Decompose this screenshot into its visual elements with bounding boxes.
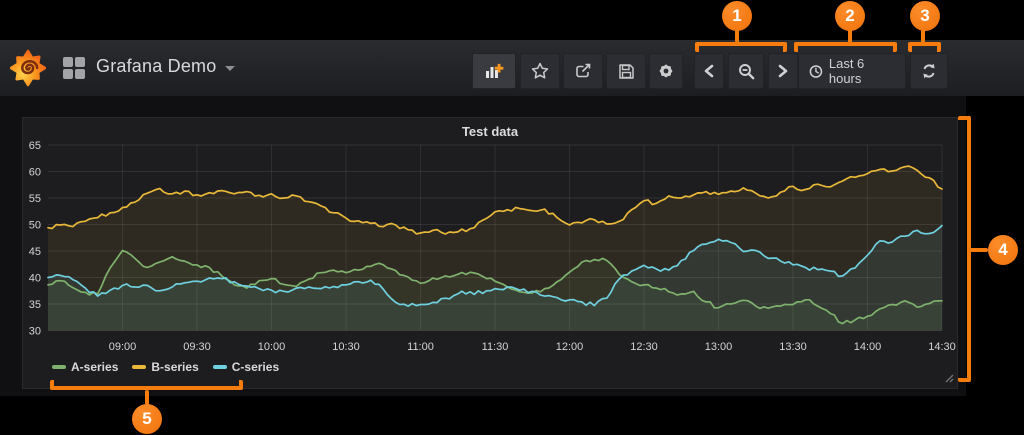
callout-1-badge: 1 <box>722 1 752 31</box>
refresh-button[interactable] <box>910 53 948 89</box>
clock-icon <box>809 64 823 78</box>
legend-item-c-series[interactable]: C-series <box>212 360 280 374</box>
svg-text:14:00: 14:00 <box>854 341 882 353</box>
callout-2-bracket <box>794 42 897 52</box>
share-icon <box>576 63 591 78</box>
svg-text:35: 35 <box>29 299 41 311</box>
refresh-icon <box>923 63 935 79</box>
svg-text:65: 65 <box>29 140 41 152</box>
svg-text:10:30: 10:30 <box>332 341 360 353</box>
callout-2-stem <box>848 29 852 43</box>
svg-text:14:30: 14:30 <box>928 341 956 353</box>
svg-text:13:00: 13:00 <box>705 341 733 353</box>
legend-item-a-series[interactable]: A-series <box>52 360 118 374</box>
callout-1-bracket <box>695 42 787 52</box>
time-forward-button[interactable] <box>768 53 798 89</box>
legend-color-swatch <box>132 365 147 369</box>
callout-3-stem <box>921 29 925 43</box>
svg-text:10:00: 10:00 <box>258 341 286 353</box>
star-icon <box>531 62 549 79</box>
settings-button[interactable] <box>649 53 683 89</box>
dashboard-title: Grafana Demo <box>96 56 217 76</box>
callout-2-badge: 2 <box>835 1 865 31</box>
add-panel-icon <box>486 63 504 78</box>
legend-label: B-series <box>151 360 199 374</box>
callout-4-stem <box>969 248 988 252</box>
callout-4-badge: 4 <box>988 235 1018 265</box>
add-panel-button[interactable] <box>472 53 516 89</box>
dashboard-title-dropdown[interactable]: Grafana Demo <box>96 56 236 77</box>
graph-panel: Test data 30 35 40 45 50 55 60 65 09:00 09:30 10:0… <box>22 117 958 389</box>
svg-text:60: 60 <box>29 167 41 179</box>
legend-item-b-series[interactable]: B-series <box>132 360 199 374</box>
svg-text:11:30: 11:30 <box>482 341 509 353</box>
svg-text:09:00: 09:00 <box>109 341 137 353</box>
svg-text:30: 30 <box>29 326 41 338</box>
dashboards-grid-icon[interactable] <box>63 57 85 79</box>
gear-icon <box>659 64 673 78</box>
time-picker-button[interactable]: Last 6 hours <box>798 53 906 89</box>
svg-text:13:30: 13:30 <box>779 341 807 353</box>
time-range-label: Last 6 hours <box>828 56 865 86</box>
svg-text:09:30: 09:30 <box>183 341 211 353</box>
callout-3-bracket <box>908 42 941 52</box>
chart-legend: A-series B-series C-series <box>52 360 279 374</box>
legend-color-swatch <box>52 365 66 369</box>
legend-color-swatch <box>212 365 227 369</box>
timeseries-plot[interactable]: 30 35 40 45 50 55 60 65 09:00 09:30 10:00 10:30 11:0… <box>23 118 957 388</box>
grafana-logo[interactable] <box>10 49 46 87</box>
svg-text:40: 40 <box>29 273 41 285</box>
time-back-button[interactable] <box>694 53 724 89</box>
chevron-right-icon <box>778 64 788 78</box>
svg-text:11:00: 11:00 <box>407 341 434 353</box>
svg-text:12:00: 12:00 <box>556 341 584 353</box>
chevron-left-icon <box>704 64 714 78</box>
zoom-out-button[interactable] <box>728 53 764 89</box>
share-button[interactable] <box>563 53 603 89</box>
callout-3-badge: 3 <box>910 1 940 31</box>
save-icon <box>618 63 634 79</box>
callout-5-bracket <box>50 380 243 390</box>
chevron-down-icon <box>225 65 236 71</box>
legend-label: C-series <box>231 360 280 374</box>
panel-title[interactable]: Test data <box>461 124 519 139</box>
callout-5-badge: 5 <box>132 404 162 434</box>
star-button[interactable] <box>520 53 560 89</box>
navbar: Grafana Demo <box>0 40 1024 96</box>
svg-text:12:30: 12:30 <box>630 341 658 353</box>
svg-text:55: 55 <box>29 193 41 205</box>
panel-resize-handle[interactable] <box>944 373 954 383</box>
svg-text:50: 50 <box>29 220 41 232</box>
save-button[interactable] <box>606 53 646 89</box>
svg-text:45: 45 <box>29 246 41 258</box>
legend-label: A-series <box>71 360 119 374</box>
zoom-out-icon <box>738 63 754 79</box>
callout-1-stem <box>735 29 739 43</box>
callout-5-stem <box>145 390 149 405</box>
